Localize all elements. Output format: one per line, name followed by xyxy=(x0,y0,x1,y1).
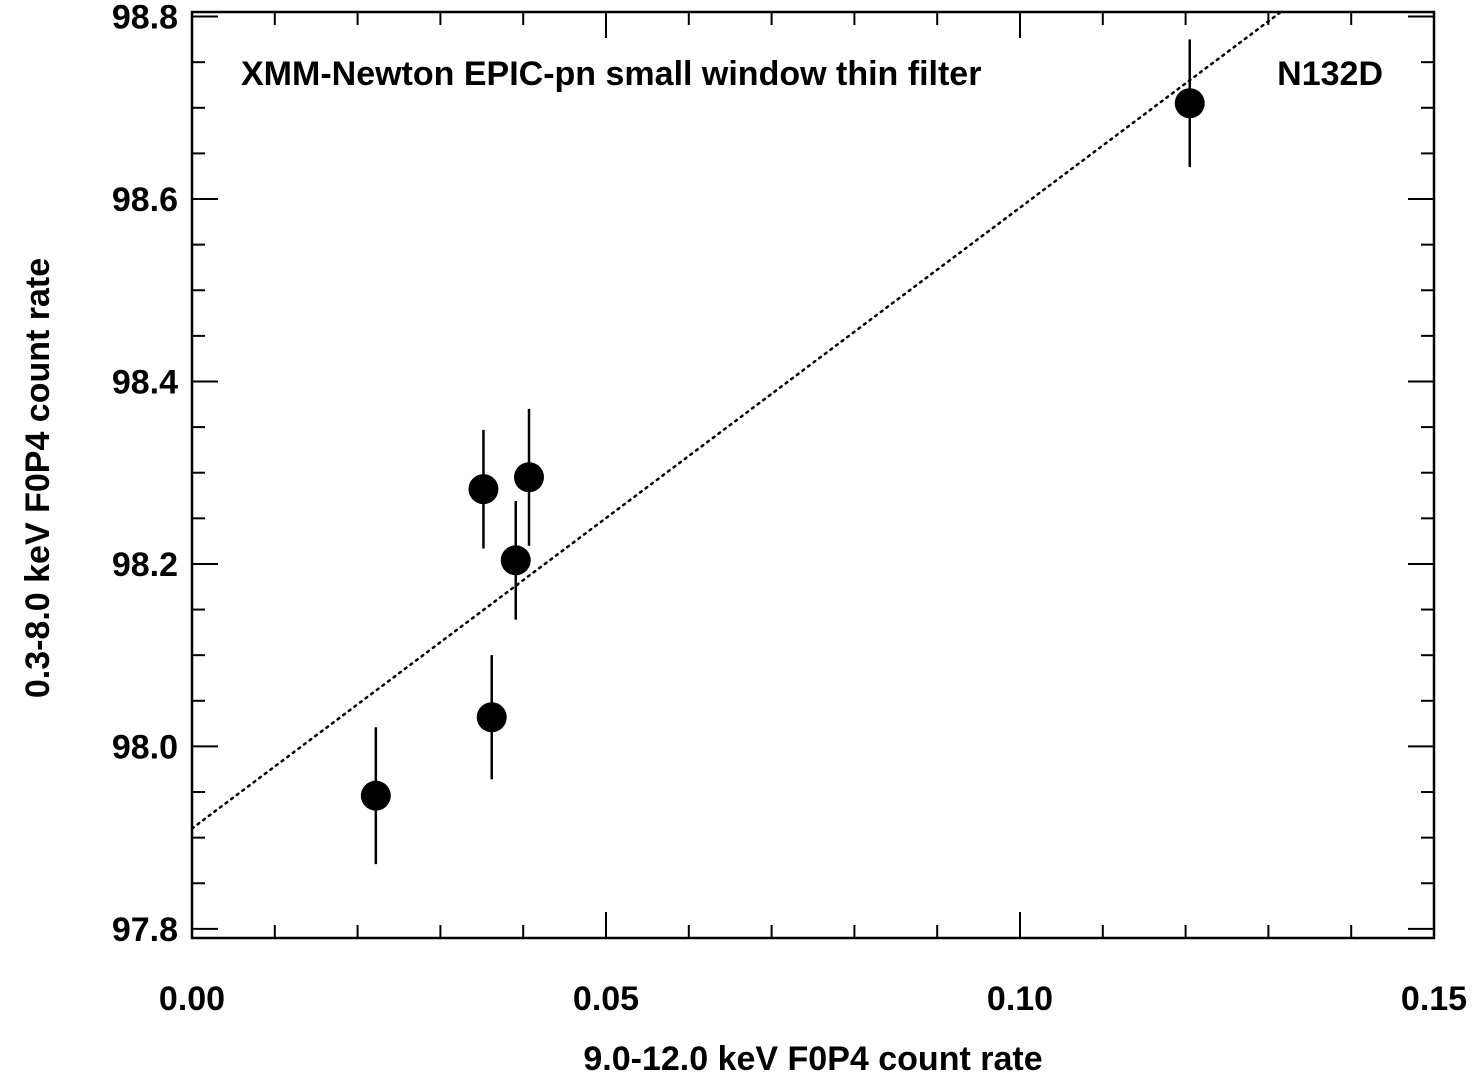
y-tick-label: 98.2 xyxy=(112,546,178,584)
x-tick-label: 0.15 xyxy=(1401,980,1467,1018)
plot-frame xyxy=(190,10,1436,940)
x-axis-label: 9.0-12.0 keV F0P4 count rate xyxy=(583,1040,1042,1077)
y-tick-label: 98.4 xyxy=(112,363,178,401)
data-point xyxy=(360,780,391,811)
y-tick-labels: 97.8 98.0 98.2 98.4 98.6 98.8 xyxy=(112,0,178,949)
fit-line xyxy=(190,10,1283,830)
object-annotation: N132D xyxy=(1277,55,1383,93)
data-point xyxy=(500,545,531,576)
x-tick-label: 0.00 xyxy=(159,980,225,1018)
y-tick-label: 98.6 xyxy=(112,181,178,219)
instrument-annotation: XMM-Newton EPIC-pn small window thin fil… xyxy=(241,55,981,93)
data-point xyxy=(513,462,544,493)
y-tick-label: 98.0 xyxy=(112,728,178,766)
fit-line-group xyxy=(190,10,1283,830)
y-tick-label: 98.8 xyxy=(112,0,178,37)
data-points xyxy=(360,39,1205,865)
y-tick-label: 97.8 xyxy=(112,911,178,949)
x-tick-label: 0.05 xyxy=(573,980,639,1018)
data-point xyxy=(1174,88,1205,119)
y-axis-label: 0.3-8.0 keV F0P4 count rate xyxy=(19,258,57,698)
x-tick-labels: 0.00 0.05 0.10 0.15 xyxy=(159,980,1467,1018)
x-tick-label: 0.10 xyxy=(987,980,1053,1018)
data-point xyxy=(476,702,507,733)
data-point xyxy=(468,474,499,505)
